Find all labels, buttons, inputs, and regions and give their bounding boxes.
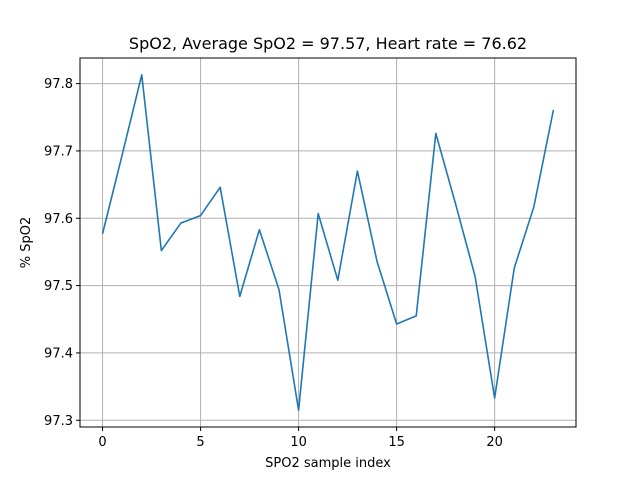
y-tick-label: 97.8 [44, 77, 73, 92]
grid-lines [80, 58, 576, 427]
x-tick-label: 10 [290, 435, 307, 450]
x-axis-label: SPO2 sample index [265, 456, 391, 471]
y-tick-label: 97.7 [44, 144, 73, 159]
series-layer [101, 74, 555, 411]
x-tick-label: 5 [196, 435, 204, 450]
ticks: 0 5 10 15 20 97.3 97.4 97.5 97.6 97.7 97.8 [44, 77, 503, 450]
y-tick-label: 97.3 [44, 414, 73, 429]
y-tick-label: 97.5 [44, 279, 73, 294]
x-tick-label: 20 [486, 435, 503, 450]
y-tick-label: 97.4 [44, 346, 73, 361]
y-axis-label: % SpO2 [19, 217, 34, 269]
plot-frame [79, 57, 577, 428]
x-tick-label: 0 [98, 435, 106, 450]
x-tick-label: 15 [388, 435, 405, 450]
spo2-series-line [101, 74, 555, 411]
y-tick-label: 97.6 [44, 212, 73, 227]
chart-title: SpO2, Average SpO2 = 97.57, Heart rate =… [129, 34, 527, 53]
